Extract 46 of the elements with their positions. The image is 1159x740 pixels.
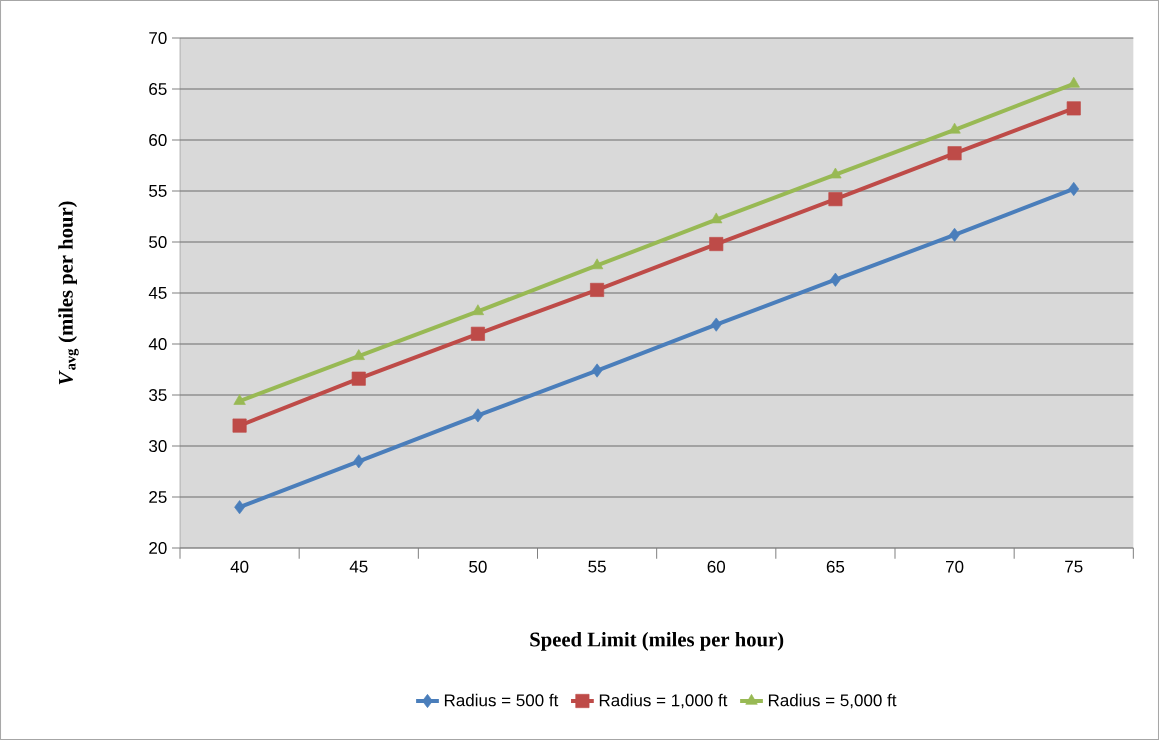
point	[233, 394, 246, 405]
point	[353, 454, 365, 469]
point	[232, 418, 247, 433]
y-tick-label: 45	[148, 287, 167, 299]
y-tick-label: 35	[149, 388, 167, 402]
y-tick-label: 40	[148, 337, 167, 351]
point	[828, 192, 843, 207]
y-axis-title: V$_{avg}$ (miles per hour)	[58, 201, 79, 385]
point	[591, 363, 603, 378]
point	[472, 408, 484, 423]
y-tick-label: 60	[149, 133, 167, 147]
y-tick-label: 65	[149, 82, 167, 96]
legend-label: Radius = 500 ft	[444, 693, 559, 707]
point	[1068, 181, 1080, 196]
legend-label: Radius = 5,000 ft	[768, 693, 897, 709]
x-tick-label: 70	[946, 560, 964, 573]
point	[590, 258, 604, 270]
y-tick-label: 50	[149, 235, 167, 249]
x-tick-label: 75	[1065, 560, 1083, 573]
point	[949, 227, 960, 242]
legend-label: Radius = 1,000 ft	[599, 693, 728, 709]
point	[709, 237, 724, 252]
point	[351, 371, 366, 386]
point	[470, 326, 485, 341]
point	[830, 272, 841, 287]
point	[947, 146, 962, 161]
point	[1066, 101, 1081, 116]
point	[948, 122, 961, 134]
x-tick-label: 60	[707, 560, 726, 573]
x-axis-title: Speed Limit (miles per hour)	[530, 631, 784, 651]
y-tick-label: 20	[149, 541, 167, 555]
y-tick-label: 30	[149, 439, 167, 453]
x-tick-label: 40	[230, 560, 249, 573]
x-tick-label: 55	[588, 560, 606, 573]
x-tick-label: 45	[349, 560, 368, 573]
x-tick-label: 50	[469, 560, 487, 573]
point	[471, 304, 485, 316]
point	[234, 500, 245, 515]
y-tick-label: 25	[149, 490, 167, 504]
y-tick-label: 55	[149, 185, 167, 197]
point	[590, 282, 605, 297]
point	[710, 317, 722, 332]
x-tick-label: 65	[826, 560, 845, 573]
point	[829, 167, 842, 179]
point	[710, 212, 723, 224]
y-tick-label: 70	[149, 31, 167, 45]
